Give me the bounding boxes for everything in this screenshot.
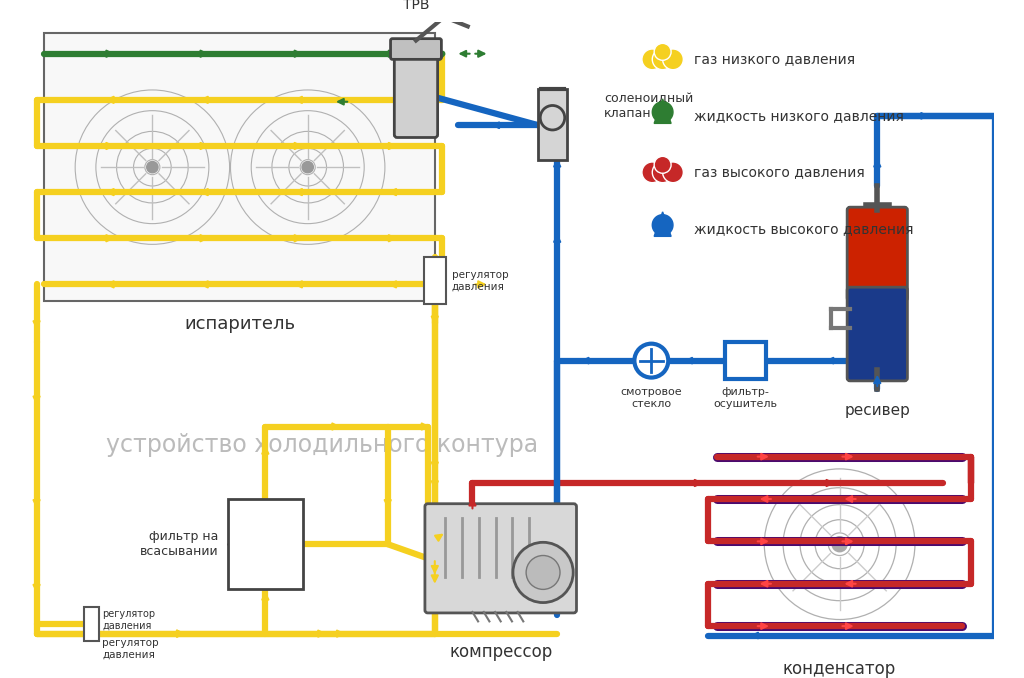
Text: ТРВ: ТРВ xyxy=(402,0,429,12)
Circle shape xyxy=(526,555,560,589)
Circle shape xyxy=(663,162,683,182)
FancyBboxPatch shape xyxy=(424,257,446,304)
Polygon shape xyxy=(652,102,673,123)
FancyBboxPatch shape xyxy=(847,207,907,301)
Text: жидкость низкого давления: жидкость низкого давления xyxy=(693,109,903,123)
Circle shape xyxy=(513,542,573,603)
Circle shape xyxy=(302,161,313,173)
FancyBboxPatch shape xyxy=(539,89,566,160)
Circle shape xyxy=(642,49,663,70)
FancyBboxPatch shape xyxy=(725,342,766,380)
Circle shape xyxy=(654,157,671,174)
Polygon shape xyxy=(654,99,671,123)
Text: фильтр на
всасывании: фильтр на всасывании xyxy=(139,530,218,558)
Text: испаритель: испаритель xyxy=(184,315,295,334)
Circle shape xyxy=(642,162,663,182)
Text: конденсатор: конденсатор xyxy=(783,660,896,678)
FancyBboxPatch shape xyxy=(390,39,441,60)
FancyBboxPatch shape xyxy=(84,607,98,641)
Text: газ низкого давления: газ низкого давления xyxy=(693,52,855,66)
Polygon shape xyxy=(654,212,671,237)
Circle shape xyxy=(652,162,673,182)
Text: соленоидный
клапан: соленоидный клапан xyxy=(604,92,693,121)
Text: устройство холодильного контура: устройство холодильного контура xyxy=(105,433,538,458)
Text: регулятор
давления: регулятор давления xyxy=(452,270,508,292)
Text: жидкость высокого давления: жидкость высокого давления xyxy=(693,222,913,236)
Circle shape xyxy=(654,43,671,60)
Circle shape xyxy=(663,49,683,70)
FancyBboxPatch shape xyxy=(847,287,907,381)
FancyBboxPatch shape xyxy=(44,33,435,301)
Text: газ высокого давления: газ высокого давления xyxy=(693,165,864,180)
Text: смотровое
стекло: смотровое стекло xyxy=(621,387,682,409)
Text: регулятор
давления: регулятор давления xyxy=(102,639,159,660)
Polygon shape xyxy=(652,215,673,235)
FancyBboxPatch shape xyxy=(227,500,303,589)
Circle shape xyxy=(146,161,158,173)
Text: компрессор: компрессор xyxy=(450,643,552,661)
Text: фильтр-
осушитель: фильтр- осушитель xyxy=(714,387,777,409)
FancyBboxPatch shape xyxy=(425,504,577,613)
Text: ресивер: ресивер xyxy=(845,403,910,418)
Circle shape xyxy=(652,49,673,70)
FancyBboxPatch shape xyxy=(394,52,437,138)
Text: регулятор
давления: регулятор давления xyxy=(102,609,156,631)
Circle shape xyxy=(833,537,847,552)
Circle shape xyxy=(635,344,669,378)
